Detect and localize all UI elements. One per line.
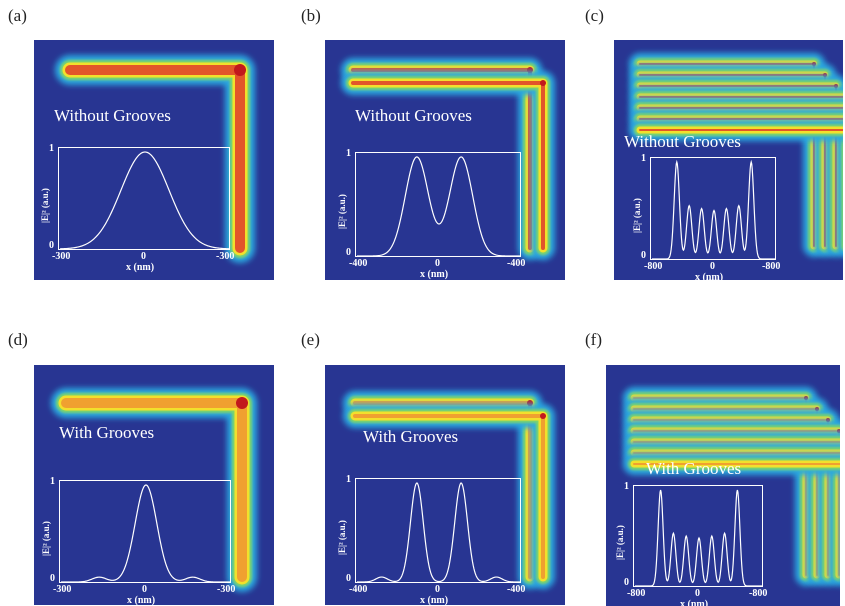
- intensity-curve: [356, 156, 522, 257]
- x-tick-right: -400: [507, 258, 526, 269]
- waveguide-field-svg: [341, 58, 555, 260]
- panel-label-b: (b): [301, 6, 321, 25]
- intensity-profile-inset: [58, 147, 231, 250]
- field-map-panel-a: Without Grooves 1 0 -300 0 -300 x (nm) |E|² (a.…: [34, 40, 274, 280]
- y-axis-label: |E|² (a.u.): [615, 525, 625, 560]
- intensity-profile-inset: [650, 157, 776, 260]
- y-tick-top: 1: [346, 148, 351, 159]
- panel-label-d: (d): [8, 330, 28, 349]
- waveguide-field-svg: [51, 388, 257, 592]
- waveguide-field-svg: [343, 391, 555, 589]
- waveguide-band: [633, 463, 840, 465]
- panel-label-a: (a): [8, 6, 27, 25]
- x-axis-label: x (nm): [420, 269, 449, 280]
- x-tick-mid: 0: [142, 584, 147, 595]
- panel-caption: With Grooves: [646, 459, 742, 478]
- x-tick-left: -300: [53, 584, 72, 595]
- y-tick-top: 1: [50, 476, 55, 487]
- corner-hotspot: [540, 413, 546, 419]
- intensity-profile-svg: [59, 151, 231, 250]
- panel-label-c: (c): [585, 6, 604, 25]
- x-tick-mid: 0: [710, 261, 715, 272]
- y-axis-label: |E|² (a.u.): [337, 519, 347, 555]
- x-tick-mid: 0: [435, 258, 440, 269]
- panel-caption: With Grooves: [59, 423, 155, 442]
- field-map-panel-f: With Grooves 1 0 -800 0 -800 x (nm) |E|² (a.u.): [606, 365, 840, 606]
- intensity-profile-inset: [633, 485, 763, 587]
- x-axis-label: x (nm): [127, 595, 156, 605]
- intensity-profile-svg: [652, 159, 776, 260]
- y-axis-label: |E|² (a.u.): [337, 193, 347, 229]
- x-tick-mid: 0: [695, 588, 700, 599]
- y-tick-bottom: 0: [50, 573, 55, 584]
- y-tick-top: 1: [346, 474, 351, 485]
- panel-label-e: (e): [301, 330, 320, 349]
- x-tick-left: -300: [52, 251, 71, 262]
- y-tick-bottom: 0: [346, 573, 351, 584]
- x-tick-right: -300: [216, 251, 235, 262]
- x-tick-mid: 0: [141, 251, 146, 262]
- x-tick-left: -400: [349, 584, 368, 595]
- intensity-curve: [59, 151, 231, 250]
- intensity-profile-inset: [355, 152, 522, 257]
- x-tick-right: -800: [749, 588, 768, 599]
- waveguide-band: [639, 129, 843, 131]
- x-axis-label: x (nm): [420, 595, 449, 605]
- panel-caption: Without Grooves: [624, 132, 741, 151]
- x-tick-left: -800: [627, 588, 646, 599]
- y-tick-bottom: 0: [624, 577, 629, 588]
- corner-hotspot: [236, 397, 248, 409]
- corner-hotspot: [234, 64, 246, 76]
- y-tick-bottom: 0: [641, 250, 646, 261]
- corner-hotspot: [540, 80, 546, 86]
- y-axis-label: |E|² (a.u.): [41, 520, 51, 556]
- field-map-panel-c: Without Grooves 1 0 -800 0 -800 x (nm) |E|² (a.…: [614, 40, 843, 280]
- x-axis-label: x (nm): [126, 262, 155, 273]
- x-axis-label: x (nm): [680, 599, 709, 606]
- y-axis-label: |E|² (a.u.): [40, 187, 50, 223]
- x-axis-label: x (nm): [695, 272, 724, 280]
- x-tick-left: -400: [349, 258, 368, 269]
- panel-caption: Without Grooves: [54, 106, 171, 125]
- intensity-profile-svg: [60, 484, 232, 583]
- intensity-curve: [635, 489, 763, 587]
- x-tick-left: -800: [644, 261, 663, 272]
- y-tick-top: 1: [49, 143, 54, 154]
- intensity-curve: [60, 484, 232, 583]
- y-tick-bottom: 0: [49, 240, 54, 251]
- intensity-profile-svg: [635, 489, 763, 587]
- intensity-curve: [356, 482, 522, 583]
- panel-label-f: (f): [585, 330, 602, 349]
- intensity-profile-inset: [355, 478, 522, 583]
- intensity-profile-svg: [356, 156, 522, 257]
- y-tick-top: 1: [641, 153, 646, 164]
- field-map-panel-e: With Grooves 1 0 -400 0 -400 x (nm) |E|² (a.u.): [325, 365, 565, 605]
- x-tick-right: -800: [762, 261, 781, 272]
- x-tick-right: -400: [507, 584, 526, 595]
- x-tick-right: -300: [217, 584, 236, 595]
- y-tick-top: 1: [624, 481, 629, 492]
- intensity-profile-inset: [59, 480, 232, 583]
- waveguide-field-svg: [629, 53, 843, 257]
- field-map-panel-d: With Grooves 1 0 -300 0 -300 x (nm) |E|² (a.u.): [34, 365, 274, 605]
- intensity-curve: [652, 159, 776, 260]
- y-axis-label: |E|² (a.u.): [632, 197, 642, 233]
- waveguide-field-svg: [55, 55, 255, 263]
- intensity-profile-svg: [356, 482, 522, 583]
- x-tick-mid: 0: [435, 584, 440, 595]
- waveguide-field-svg: [623, 387, 840, 586]
- y-tick-bottom: 0: [346, 247, 351, 258]
- panel-caption: Without Grooves: [355, 106, 472, 125]
- field-map-panel-b: Without Grooves 1 0 -400 0 -400 x (nm) |E|² (a.…: [325, 40, 565, 280]
- panel-caption: With Grooves: [363, 427, 459, 446]
